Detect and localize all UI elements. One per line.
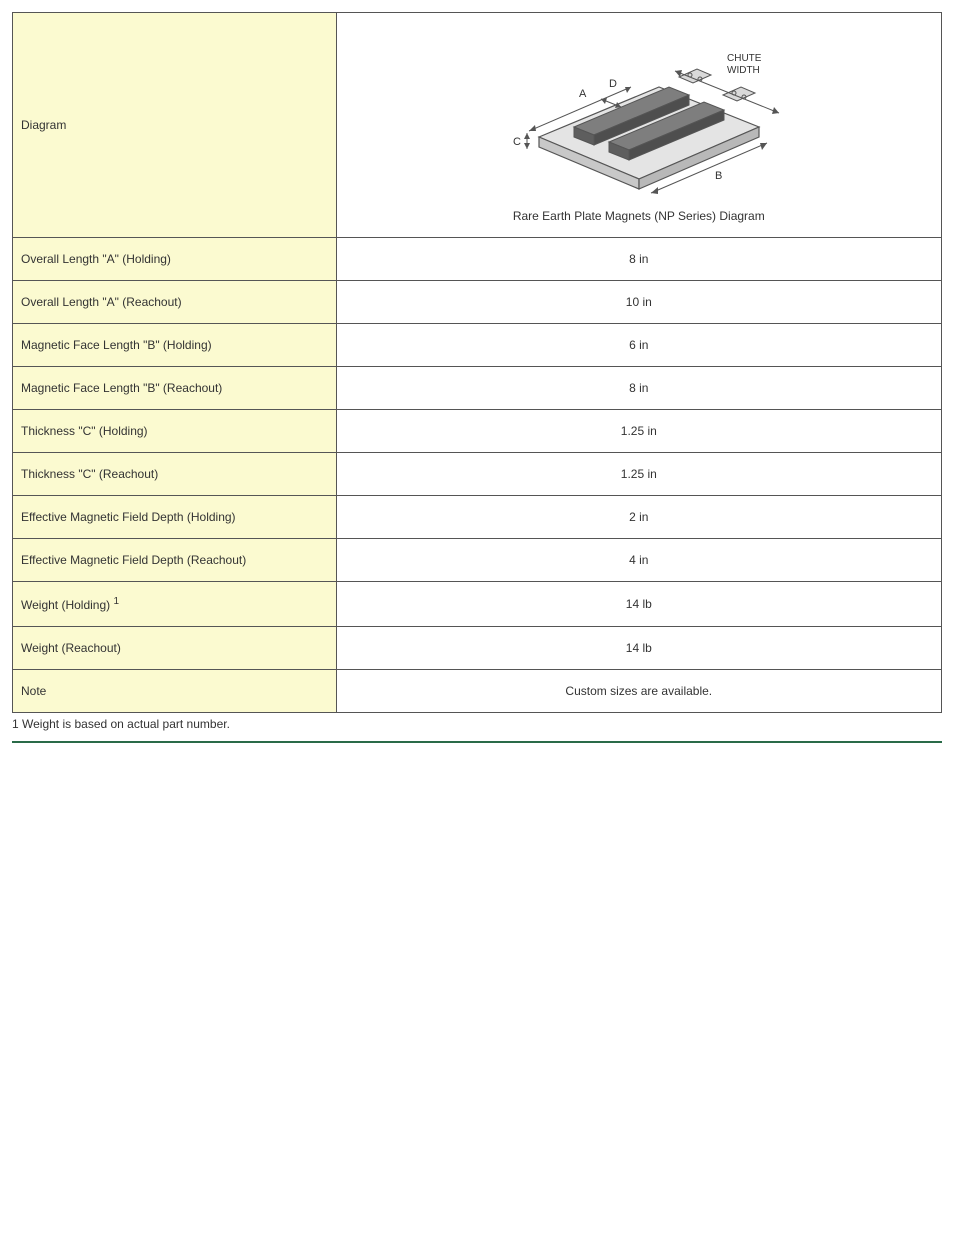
plate-magnet-diagram: A D C B CHUTE: [479, 27, 799, 197]
dim-chute-1: CHUTE: [727, 53, 762, 64]
spec-value: 10 in: [336, 281, 941, 324]
dim-d: D: [609, 78, 617, 90]
spec-value: 14 lb: [336, 582, 941, 627]
spec-table: Diagram: [12, 12, 942, 713]
table-row: Diagram: [13, 13, 942, 238]
dim-chute-2: WIDTH: [727, 65, 760, 76]
spec-label: Weight (Holding) 1: [13, 582, 337, 627]
spec-value: 8 in: [336, 367, 941, 410]
diagram-caption: Rare Earth Plate Magnets (NP Series) Dia…: [345, 209, 933, 223]
table-row: Magnetic Face Length "B" (Reachout) 8 in: [13, 367, 942, 410]
table-row: Weight (Reachout) 14 lb: [13, 627, 942, 670]
spec-label: Magnetic Face Length "B" (Holding): [13, 324, 337, 367]
spec-label: Magnetic Face Length "B" (Reachout): [13, 367, 337, 410]
dim-c: C: [513, 136, 521, 148]
spec-value: 8 in: [336, 238, 941, 281]
spec-value: 4 in: [336, 539, 941, 582]
spec-label: Weight (Reachout): [13, 627, 337, 670]
footnote: 1 Weight is based on actual part number.: [12, 713, 942, 741]
diagram-label-cell: Diagram: [13, 13, 337, 238]
table-row: Overall Length "A" (Holding) 8 in: [13, 238, 942, 281]
spec-label: Effective Magnetic Field Depth (Reachout…: [13, 539, 337, 582]
spec-label: Overall Length "A" (Holding): [13, 238, 337, 281]
spec-value: Custom sizes are available.: [336, 670, 941, 713]
diagram-label: Diagram: [21, 118, 66, 132]
spec-value: 14 lb: [336, 627, 941, 670]
table-row: Effective Magnetic Field Depth (Reachout…: [13, 539, 942, 582]
diagram-cell: A D C B CHUTE: [336, 13, 941, 238]
table-row: Magnetic Face Length "B" (Holding) 6 in: [13, 324, 942, 367]
section-rule: [12, 741, 942, 743]
spec-label: Note: [13, 670, 337, 713]
spec-label-sup: 1: [114, 596, 120, 607]
dim-b: B: [715, 170, 722, 182]
table-row: Weight (Holding) 1 14 lb: [13, 582, 942, 627]
spec-value: 2 in: [336, 496, 941, 539]
spec-value: 6 in: [336, 324, 941, 367]
dim-a: A: [579, 88, 587, 100]
spec-value: 1.25 in: [336, 410, 941, 453]
table-row: Thickness "C" (Reachout) 1.25 in: [13, 453, 942, 496]
spec-label-text: Weight (Holding): [21, 598, 110, 612]
spec-label: Thickness "C" (Holding): [13, 410, 337, 453]
table-row: Note Custom sizes are available.: [13, 670, 942, 713]
table-row: Effective Magnetic Field Depth (Holding)…: [13, 496, 942, 539]
spec-label: Overall Length "A" (Reachout): [13, 281, 337, 324]
spec-value: 1.25 in: [336, 453, 941, 496]
spec-label: Thickness "C" (Reachout): [13, 453, 337, 496]
spec-label: Effective Magnetic Field Depth (Holding): [13, 496, 337, 539]
table-row: Overall Length "A" (Reachout) 10 in: [13, 281, 942, 324]
table-row: Thickness "C" (Holding) 1.25 in: [13, 410, 942, 453]
